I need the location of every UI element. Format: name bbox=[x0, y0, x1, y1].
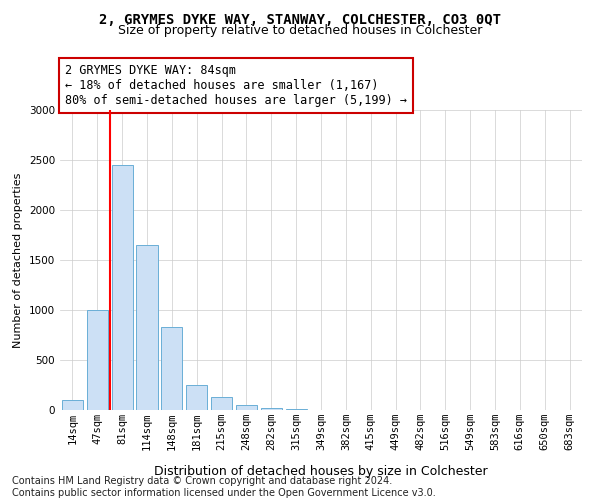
Text: 2, GRYMES DYKE WAY, STANWAY, COLCHESTER, CO3 0QT: 2, GRYMES DYKE WAY, STANWAY, COLCHESTER,… bbox=[99, 12, 501, 26]
Bar bbox=[211, 397, 232, 410]
Bar bbox=[286, 409, 307, 410]
Bar bbox=[186, 385, 207, 410]
Text: Distribution of detached houses by size in Colchester: Distribution of detached houses by size … bbox=[154, 464, 488, 477]
Bar bbox=[87, 310, 108, 410]
Bar bbox=[261, 408, 282, 410]
Text: 2 GRYMES DYKE WAY: 84sqm
← 18% of detached houses are smaller (1,167)
80% of sem: 2 GRYMES DYKE WAY: 84sqm ← 18% of detach… bbox=[65, 64, 407, 107]
Text: Size of property relative to detached houses in Colchester: Size of property relative to detached ho… bbox=[118, 24, 482, 37]
Bar bbox=[136, 245, 158, 410]
Text: Contains HM Land Registry data © Crown copyright and database right 2024.
Contai: Contains HM Land Registry data © Crown c… bbox=[12, 476, 436, 498]
Bar bbox=[112, 165, 133, 410]
Bar bbox=[62, 400, 83, 410]
Bar bbox=[161, 327, 182, 410]
Y-axis label: Number of detached properties: Number of detached properties bbox=[13, 172, 23, 348]
Bar bbox=[236, 405, 257, 410]
